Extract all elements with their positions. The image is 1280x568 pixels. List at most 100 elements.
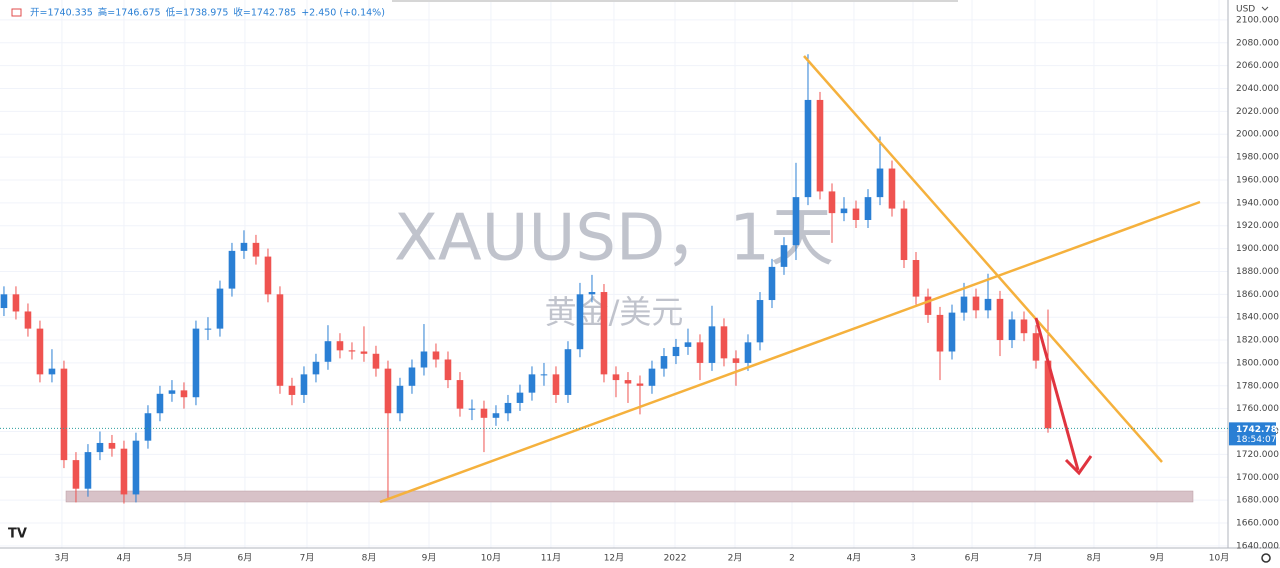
candles: [0, 54, 1052, 504]
y-tick-label: 1860.000: [1236, 290, 1279, 300]
logo[interactable]: TV: [8, 527, 27, 542]
candle-body: [564, 349, 572, 395]
x-tick-label: 12月: [604, 553, 624, 564]
x-tick-label: 3: [910, 554, 916, 564]
candle-body: [480, 408, 488, 418]
candle-body: [384, 368, 392, 414]
y-tick-label: 2060.000: [1236, 61, 1279, 71]
candle-body: [228, 250, 236, 289]
candle-body: [780, 245, 788, 267]
candle-body: [252, 242, 260, 257]
candle-body: [684, 342, 692, 347]
candle-body: [0, 294, 8, 309]
y-tick-label: 1680.000: [1236, 496, 1279, 506]
candle-body: [936, 314, 944, 352]
header-value: 收=1742.785: [233, 7, 296, 19]
x-tick-label: 4月: [847, 553, 862, 564]
candle-body: [864, 197, 872, 220]
x-tick-label: 6月: [238, 553, 253, 564]
candle-body: [792, 197, 800, 246]
candle-body: [312, 361, 320, 375]
support-zone: [65, 490, 1194, 503]
y-tick-label: 1780.000: [1236, 381, 1279, 391]
y-tick-label: 1640.000: [1236, 541, 1279, 551]
candle-body: [720, 326, 728, 359]
candle-body: [612, 374, 620, 381]
candle-body: [624, 380, 632, 384]
candle-body: [840, 208, 848, 214]
y-tick-label: 1920.000: [1236, 221, 1279, 231]
candle-body: [972, 296, 980, 311]
x-tick-label: 10月: [1209, 553, 1229, 564]
x-tick-label: 9月: [1150, 553, 1165, 564]
x-tick-label: 9月: [422, 553, 437, 564]
candle-body: [528, 374, 536, 393]
candle-body: [1020, 319, 1028, 334]
currency-menu[interactable]: [1261, 6, 1269, 11]
candle-body: [492, 413, 500, 418]
y-tick-label: 1800.000: [1236, 358, 1279, 368]
x-tick-label: 10月: [481, 553, 501, 564]
candle-body: [540, 374, 548, 376]
candle-body: [912, 260, 920, 297]
candle-body: [588, 292, 596, 295]
candle-body: [756, 300, 764, 343]
candle-body: [924, 296, 932, 315]
x-tick-label: 4月: [117, 553, 132, 564]
candle-body: [600, 292, 608, 375]
candle-body: [672, 346, 680, 357]
y-tick-label: 1700.000: [1236, 473, 1279, 483]
candle-body: [852, 208, 860, 220]
header-value: 开=1740.335: [30, 8, 93, 19]
last-price-box: [1229, 422, 1276, 446]
trend-line: [803, 55, 1163, 463]
last-price-label: 1742.785: [1236, 425, 1280, 435]
top-bar: [392, 0, 958, 2]
grid: [0, 0, 1228, 548]
candle-body: [144, 413, 152, 441]
candle-body: [828, 191, 836, 214]
arrow: [1034, 317, 1080, 471]
candle-body: [72, 460, 80, 489]
header-value: 高=1746.675: [98, 7, 161, 19]
x-tick-label: 8月: [362, 553, 377, 564]
y-tick-label: 2080.000: [1236, 38, 1279, 48]
candle-body: [432, 351, 440, 360]
y-tick-label: 1980.000: [1236, 153, 1279, 163]
y-tick-label: 1720.000: [1236, 450, 1279, 460]
x-tick-label: 7月: [1028, 553, 1043, 564]
settings[interactable]: [1261, 553, 1271, 563]
candle-body: [648, 368, 656, 386]
y-tick-label: 1900.000: [1236, 244, 1279, 254]
candle-body: [1032, 333, 1040, 361]
candle-body: [12, 294, 20, 312]
price-axis: [1228, 0, 1280, 568]
candle-body: [24, 311, 32, 329]
candle-body: [984, 298, 992, 311]
y-tick-label: 1760.000: [1236, 404, 1279, 414]
candle-body: [264, 256, 272, 295]
candle-body: [636, 383, 644, 386]
watermark-subtitle: 黄金/美元: [545, 293, 684, 331]
candle-body: [804, 99, 812, 198]
header: 开=1740.335 高=1746.675 低=1738.975 收=1742.785…: [30, 7, 385, 19]
candle-body: [84, 452, 92, 489]
candle-body: [408, 367, 416, 386]
candle-body: [348, 350, 356, 352]
currency: USD: [1236, 5, 1255, 15]
candle-body: [372, 353, 380, 369]
candle-body: [48, 368, 56, 375]
y-tick-label: 2100.000: [1236, 15, 1279, 25]
candle-body: [420, 351, 428, 368]
x-tick-label: 7月: [300, 553, 315, 564]
candle-body: [768, 266, 776, 301]
x-tick-label: 6月: [965, 553, 980, 564]
candle-body: [744, 342, 752, 363]
candle-body: [180, 390, 188, 398]
x-tick-label: 2月: [728, 553, 743, 564]
watermark: XAUUSD，1天: [394, 202, 834, 276]
candle-body: [444, 359, 452, 381]
candle-body: [948, 312, 956, 352]
x-tick-label: 2022: [664, 554, 687, 564]
